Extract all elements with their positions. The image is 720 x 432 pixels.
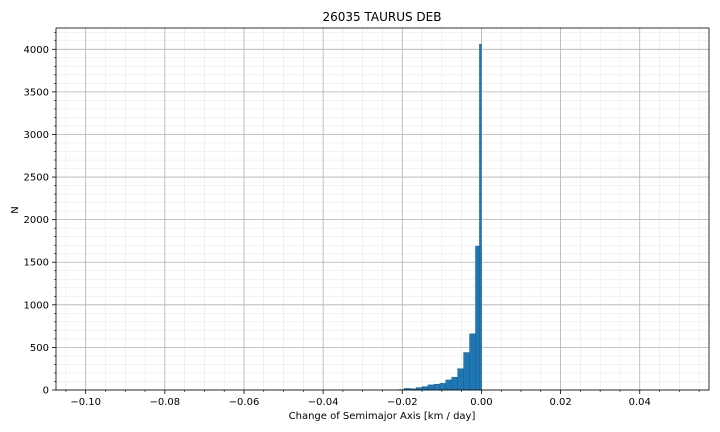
- histogram-bar: [439, 383, 447, 391]
- chart-title: 26035 TAURUS DEB: [323, 10, 442, 24]
- histogram-bar: [445, 379, 453, 391]
- y-tick-label: 0: [43, 386, 49, 397]
- y-tick-label: 3000: [24, 130, 49, 141]
- y-tick-label: 500: [30, 343, 49, 354]
- histogram-bar: [479, 43, 482, 391]
- x-axis: −0.10 −0.08 −0.06 −0.04 −0.02 0.00 0.02 0.04: [65, 390, 700, 408]
- x-tick-label: −0.02: [387, 397, 418, 408]
- y-axis-label: N: [10, 206, 21, 213]
- histogram-bar: [433, 383, 441, 391]
- x-tick-label: −0.10: [70, 397, 101, 408]
- histogram-bar: [469, 333, 476, 391]
- histogram-bars: [398, 43, 482, 391]
- y-tick-label: 3500: [24, 87, 49, 98]
- histogram-bar: [463, 352, 470, 391]
- histogram-bar: [457, 368, 464, 391]
- x-tick-label: 0.04: [629, 397, 651, 408]
- x-tick-label: 0.00: [470, 397, 492, 408]
- histogram-bar: [427, 384, 435, 391]
- y-tick-label: 2000: [24, 215, 49, 226]
- x-tick-label: −0.08: [150, 397, 181, 408]
- minor-grid: [56, 28, 709, 390]
- x-tick-label: 0.02: [549, 397, 571, 408]
- y-tick-label: 4000: [24, 45, 49, 56]
- x-axis-label: Change of Semimajor Axis [km / day]: [289, 411, 476, 422]
- histogram-bar: [451, 376, 458, 391]
- y-tick-label: 2500: [24, 173, 49, 184]
- y-tick-label: 1500: [24, 258, 49, 269]
- x-tick-label: −0.04: [308, 397, 339, 408]
- y-tick-label: 1000: [24, 300, 49, 311]
- x-tick-label: −0.06: [229, 397, 260, 408]
- y-axis: 0 500 1000 1500 2000 2500 3000 3500 4000: [24, 31, 56, 397]
- histogram-bar: [421, 386, 429, 391]
